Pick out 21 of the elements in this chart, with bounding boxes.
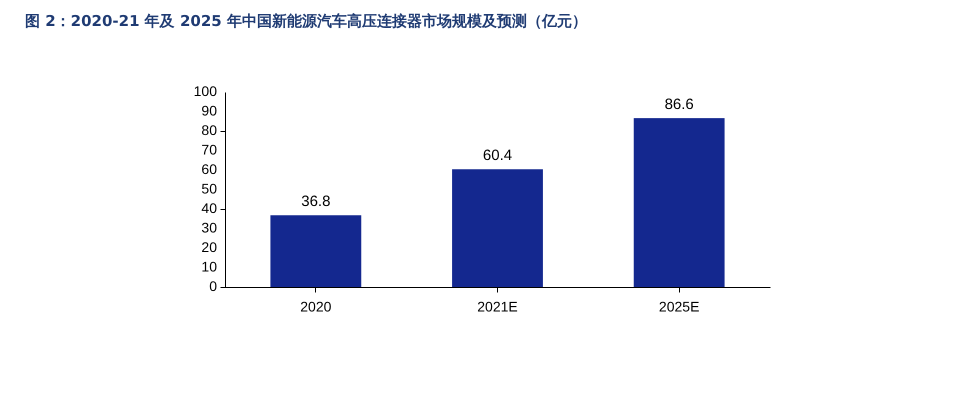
x-tick-label: 2025E	[658, 298, 700, 314]
data-label: 86.6	[664, 96, 694, 114]
y-tick-label: 10	[201, 258, 218, 274]
y-tick-label: 70	[201, 142, 218, 158]
y-tick-label: 0	[209, 278, 218, 294]
chart-title: 图 2：2020-21 年及 2025 年中国新能源汽车高压连接器市场规模及预测（亿元）	[25, 12, 587, 30]
y-tick-label: 90	[201, 102, 218, 118]
bar	[452, 169, 543, 287]
data-label: 36.8	[301, 193, 330, 210]
y-tick-label: 40	[201, 200, 218, 216]
data-label: 60.4	[482, 147, 512, 164]
y-tick-label: 30	[201, 220, 218, 236]
x-tick-label: 2020	[300, 298, 332, 314]
bar	[270, 215, 362, 287]
y-tick-label: 50	[201, 180, 218, 196]
y-tick-label: 100	[194, 83, 218, 99]
y-tick-label: 60	[201, 161, 218, 177]
y-tick-label: 20	[201, 239, 218, 255]
bar	[634, 118, 725, 287]
x-tick-label: 2021E	[477, 298, 518, 314]
y-tick-label: 80	[201, 122, 218, 138]
